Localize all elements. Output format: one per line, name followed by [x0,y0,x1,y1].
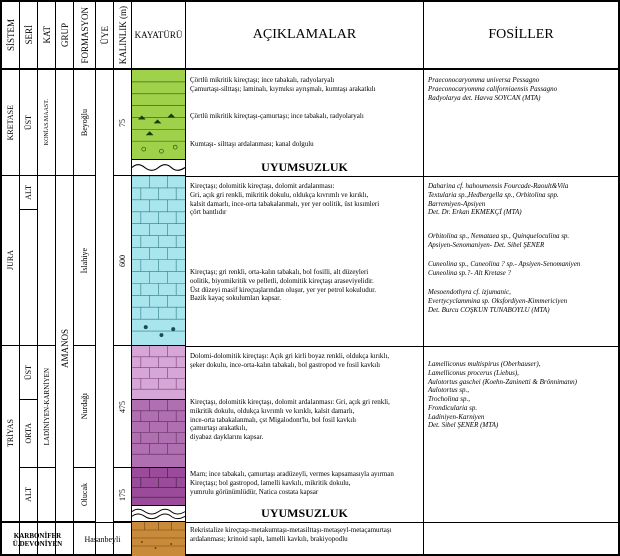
desc-6: Dolomi-dolomitik kireçtaşı: Açık gri kir… [190,352,419,370]
form-olucak: Olucak [80,483,89,506]
fos-1: Praeconocaryomma universa Pessagno Praec… [428,76,614,102]
col-kat: KONİAS.MAAST. LADİNİYEN-KARNİYEN [38,70,56,556]
col-seri: ÜST ALT ÜST ORTA ALT [20,70,38,556]
desc-3: Kumtaşı- silttaşı ardalanması; kanal dol… [190,140,419,149]
devon-l1: KARBONİFER [14,532,61,540]
grup-amanos: AMANOS [60,329,70,368]
kalinlik-jura: 600 [118,255,127,267]
unconf-1: UYUMSUZLUK [186,160,423,175]
form-beyoglu: Beyoğlu [80,109,89,136]
desc-5: Kireçtaşı; gri renkli, orta-kalın tabaka… [190,268,419,303]
kalinlik-triyas-alt: 175 [118,489,127,501]
kalinlik-kretase: 75 [118,119,127,127]
hdr-formasyon: FORMASYON [80,7,90,64]
col-kalinlik: 75 600 475 175 [114,70,132,556]
hdr-uye: ÜYE [100,26,110,45]
kat-triyas: LADİNİYEN-KARNİYEN [43,368,51,445]
fos-4: Cuneolina sp., Cuneolina ? sp.- Apsiyen-… [428,260,614,278]
devon-l2: Ü.DEVONİYEN [13,540,62,548]
kalinlik-triyas-ust: 475 [118,401,127,413]
hdr-grup: GRUP [60,23,70,47]
col-uye [96,70,114,556]
lith-kretase [132,70,185,160]
hdr-kalinlik: KALINLIK (m) [118,6,128,64]
sistem-jura: JURA [6,250,15,270]
col-sistem: KRETASE JURA TRİYAS [2,70,20,556]
hdr-fosiller: FOSİLLER [424,2,618,68]
hdr-aciklamalar: AÇIKLAMALAR [186,2,424,68]
seri-triyas-orta: ORTA [24,423,33,444]
col-grup: AMANOS [56,70,74,556]
left-columns: KRETASE JURA TRİYAS ÜST ALT ÜST ORTA ALT… [2,70,132,556]
hdr-kat: KAT [42,26,52,44]
seri-kretase-ust: ÜST [24,115,33,130]
desc-1: Çörtlü mikritik kireçtaşı; ince tabakalı… [190,76,419,94]
description-column: Çörtlü mikritik kireçtaşı; ince tabakalı… [186,70,424,556]
hdr-kayaturu: KAYATÜRÜ [132,2,186,68]
fos-5: Mesoendothyra cf. izjumanic, Evertycycla… [428,288,614,314]
lith-triyas-ust [132,346,185,400]
desc-4: Kireçtaşı; dolomitik kireçtaşı, dolomit … [190,182,419,217]
body: KRETASE JURA TRİYAS ÜST ALT ÜST ORTA ALT… [2,70,618,556]
form-nurdagi: Nurdağı [80,393,89,419]
lith-triyas-orta [132,400,185,468]
desc-9: Rekristalize kireçtaşı-metakumtaşı-metas… [190,526,419,544]
form-hasanbeyli: Hasanbeyli [74,522,132,556]
seri-jura-alt: ALT [24,185,33,200]
sistem-kretase: KRETASE [6,105,15,140]
unconf-2: UYUMSUZLUK [186,506,423,521]
stratigraphic-column: SİSTEM SERİ KAT GRUP FORMASYON ÜYE KALIN… [0,0,620,556]
lith-devon [132,522,185,556]
fos-3: Orbitolina sp., Nemataea sp., Quinqueloc… [428,232,614,250]
desc-8: Marn; ince tabakalı, çamurtaşı aradüzeyl… [190,470,419,496]
fossil-column: Praeconocaryomma universa Pessagno Praec… [424,70,618,556]
sistem-triyas: TRİYAS [6,419,15,447]
seri-triyas-alt: ALT [24,487,33,502]
seri-triyas-ust: ÜST [24,365,33,380]
sistem-devon: KARBONİFER Ü.DEVONİYEN [2,522,74,556]
lith-triyas-alt [132,468,185,506]
desc-7: Kireçtaşı, dolomitik kireçtaşı, dolomit … [190,398,419,442]
lith-unconf1 [132,160,185,176]
lith-unconf2 [132,506,185,522]
hdr-sistem: SİSTEM [6,19,16,51]
col-formasyon: Beyoğlu İslahiye Nurdağı Olucak [74,70,96,556]
hdr-seri: SERİ [24,25,34,45]
header-row: SİSTEM SERİ KAT GRUP FORMASYON ÜYE KALIN… [2,2,618,70]
fos-2: Daharina cf. hahoumensis Fourcade-Raoult… [428,182,614,217]
desc-2: Çörtlü mikritik kireçtaşı-çamurtaşı; inc… [190,112,419,121]
fos-6: Lamelliconus multispirus (Oberhauser), L… [428,360,614,430]
lith-jura [132,176,185,346]
lithology-column [132,70,186,556]
kat-kretase: KONİAS.MAAST. [44,99,50,145]
form-islahiye: İslahiye [80,248,89,273]
